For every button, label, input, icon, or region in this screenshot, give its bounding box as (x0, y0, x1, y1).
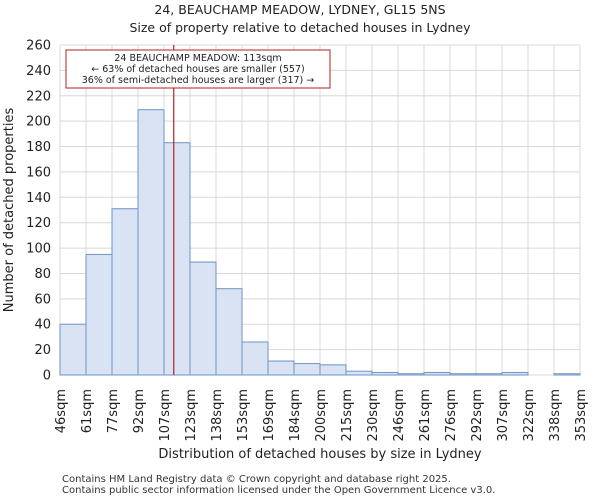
x-axis-label: Distribution of detached houses by size … (158, 447, 481, 462)
y-tick-label: 80 (34, 267, 51, 282)
bar (163, 142, 191, 376)
bar (371, 371, 399, 376)
bar (423, 371, 451, 376)
annotation-box (65, 49, 331, 89)
annotation-line-3: 36% of semi-detached houses are larger (… (82, 75, 315, 86)
bar (215, 288, 243, 376)
x-tick-label: 307sqm (496, 389, 511, 442)
bar (345, 370, 373, 376)
y-tick-label: 260 (26, 39, 51, 54)
x-axis-ticks: 46sqm 61sqm 77sqm 92sqm 107sqm 123sqm 138sqm 15… (54, 389, 589, 442)
footer-line-2: Contains public sector information licen… (62, 485, 496, 496)
chart-subtitle: Size of property relative to detached ho… (129, 20, 471, 35)
x-tick-label: 184sqm (288, 389, 303, 442)
x-tick-label: 77sqm (106, 389, 121, 433)
x-tick-label: 276sqm (444, 389, 459, 442)
bar (397, 373, 425, 376)
y-tick-label: 180 (26, 140, 51, 155)
x-tick-label: 200sqm (314, 389, 329, 442)
bar (137, 109, 165, 376)
bar (241, 341, 269, 376)
bar (85, 253, 113, 376)
bar (189, 261, 217, 376)
x-tick-label: 123sqm (184, 389, 199, 442)
marker-annotation: 24 BEAUCHAMP MEADOW: 113sqm ← 63% of det… (65, 49, 331, 89)
y-tick-label: 60 (34, 292, 51, 307)
y-tick-label: 160 (26, 165, 51, 180)
x-tick-label: 338sqm (548, 389, 563, 442)
x-tick-label: 92sqm (132, 389, 147, 433)
annotation-line-1: 24 BEAUCHAMP MEADOW: 113sqm (114, 53, 281, 64)
bar (293, 363, 321, 376)
y-tick-label: 240 (26, 64, 51, 79)
y-tick-label: 200 (26, 115, 51, 130)
x-tick-label: 153sqm (236, 389, 251, 442)
bar (267, 360, 295, 376)
y-tick-label: 20 (34, 343, 51, 358)
footer-line-1: Contains HM Land Registry data © Crown c… (62, 474, 451, 485)
x-tick-label: 107sqm (158, 389, 173, 442)
annotation-line-2: ← 63% of detached houses are smaller (55… (91, 64, 304, 75)
bar (449, 373, 477, 376)
bar (59, 323, 87, 376)
y-tick-label: 0 (43, 369, 51, 384)
y-axis-label: Number of detached properties (2, 108, 17, 313)
y-tick-label: 120 (26, 216, 51, 231)
bar (111, 208, 139, 376)
y-tick-label: 100 (26, 242, 51, 257)
y-tick-label: 140 (26, 191, 51, 206)
y-tick-label: 220 (26, 89, 51, 104)
x-tick-label: 230sqm (366, 389, 381, 442)
bars (59, 109, 581, 376)
x-tick-label: 61sqm (80, 389, 95, 433)
y-tick-label: 40 (34, 318, 51, 333)
bar (553, 373, 581, 376)
x-tick-label: 215sqm (340, 389, 355, 442)
bar (319, 364, 347, 376)
x-tick-label: 46sqm (54, 389, 69, 433)
bar (475, 373, 503, 376)
x-tick-label: 169sqm (262, 389, 277, 442)
x-tick-label: 138sqm (210, 389, 225, 442)
x-tick-label: 322sqm (522, 389, 537, 442)
x-tick-label: 246sqm (392, 389, 407, 442)
bar (501, 371, 529, 376)
x-tick-label: 353sqm (574, 389, 589, 442)
x-tick-label: 261sqm (418, 389, 433, 442)
x-tick-label: 292sqm (470, 389, 485, 442)
chart-title: 24, BEAUCHAMP MEADOW, LYDNEY, GL15 5NS (154, 2, 446, 17)
y-axis-ticks: 0 20 40 60 80 100 120 140 160 180 200 220 240 260 (26, 39, 51, 384)
